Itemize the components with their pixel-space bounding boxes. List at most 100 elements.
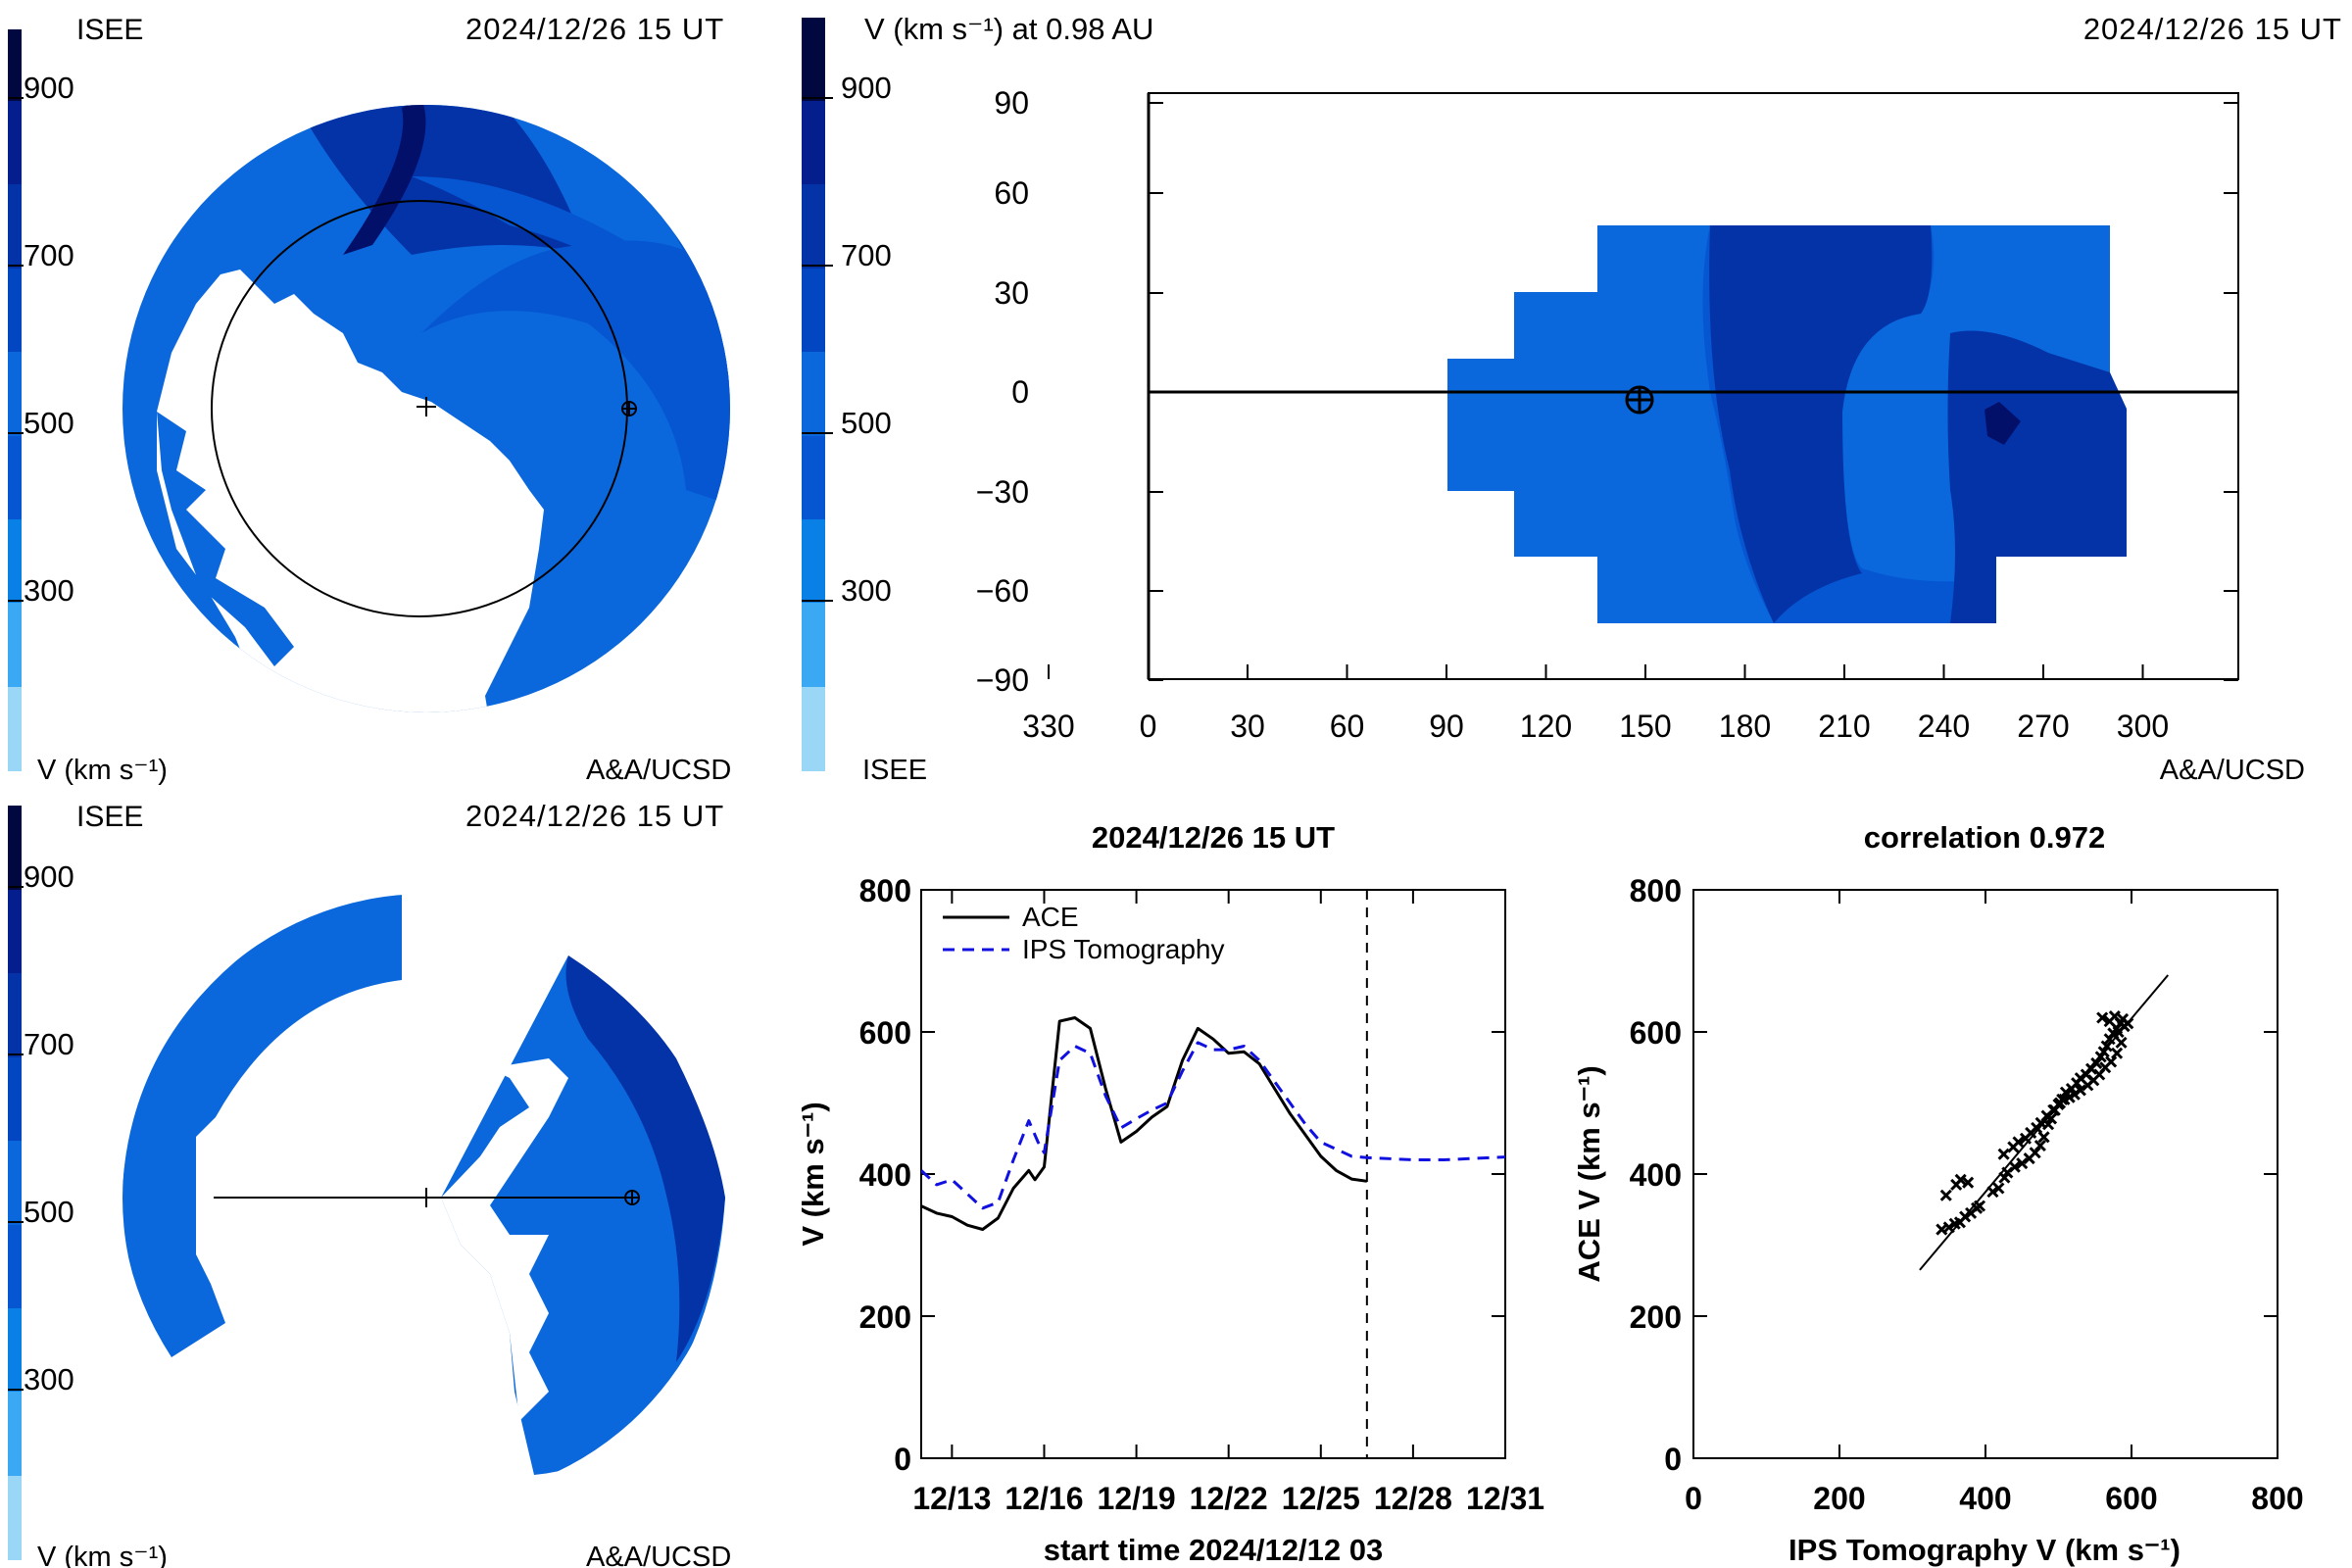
scatter-point bbox=[2100, 1040, 2113, 1053]
scatter-point-stroke bbox=[1997, 1148, 2010, 1160]
scatter-point bbox=[1986, 1186, 1999, 1199]
top-right-scale-tick-900: 900 bbox=[841, 71, 892, 105]
scatter-point-stroke bbox=[1954, 1173, 1967, 1186]
top-right-y-tick-label: −30 bbox=[976, 474, 1029, 510]
top-right-x-tick-label: 300 bbox=[2117, 709, 2169, 744]
top-right-y-ticks: 90 60 30 0 −30 −60 −90 bbox=[976, 85, 2238, 698]
top-left-credit: A&A/UCSD bbox=[586, 755, 731, 786]
scatter-x-tick-label: 0 bbox=[1685, 1481, 1702, 1516]
top-right-x-tick-label: 180 bbox=[1719, 709, 1771, 744]
bottom-left-tick-900: 900 bbox=[24, 859, 74, 894]
scatter-point-stroke bbox=[2037, 1131, 2050, 1144]
timeseries-y-tick-label: 0 bbox=[894, 1442, 911, 1477]
timeseries-y-tick-label: 600 bbox=[859, 1015, 911, 1051]
scatter-y-label: ACE V (km s⁻¹) bbox=[1572, 1065, 1606, 1282]
timeseries-x-tick-label: 12/19 bbox=[1098, 1481, 1176, 1516]
scatter-point-stroke bbox=[1973, 1200, 1986, 1212]
timeseries-y-tick-label: 200 bbox=[859, 1299, 911, 1335]
bottom-left-meridional-map bbox=[122, 894, 725, 1475]
scatter-point bbox=[2016, 1157, 2029, 1170]
scatter-point-stroke bbox=[1959, 1210, 1972, 1223]
top-right-x-ticks: 330 0 30 60 90 120 150 180 210 240 270 300 bbox=[1022, 664, 2169, 744]
top-left-tick-900: 900 bbox=[24, 71, 74, 105]
top-right-y-tick-label: 30 bbox=[994, 275, 1029, 311]
top-left-tick-300: 300 bbox=[24, 573, 74, 608]
scatter-point-stroke bbox=[2074, 1072, 2086, 1085]
scatter-x-tick-label: 400 bbox=[1959, 1481, 2011, 1516]
top-right-time: 2024/12/26 15 UT bbox=[2083, 12, 2342, 46]
scatter-point-stroke bbox=[1986, 1186, 1999, 1199]
bottom-left-time: 2024/12/26 15 UT bbox=[466, 799, 724, 833]
top-right-x-tick-label: 330 bbox=[1022, 709, 1074, 744]
scatter-point-stroke bbox=[2096, 1011, 2109, 1024]
scatter-point-stroke bbox=[2100, 1040, 2113, 1053]
timeseries-legend-ace: ACE bbox=[1022, 902, 1079, 932]
scatter-point bbox=[1939, 1189, 1952, 1201]
top-right-scale-tick-700: 700 bbox=[841, 238, 892, 272]
scatter-x-tick-label: 800 bbox=[2251, 1481, 2303, 1516]
timeseries-x-tick-label: 12/13 bbox=[912, 1481, 991, 1516]
timeseries-x-label: start time 2024/12/12 03 bbox=[1044, 1533, 1383, 1567]
scatter-point-stroke bbox=[2122, 1017, 2134, 1030]
top-right-x-tick-label: 210 bbox=[1818, 709, 1870, 744]
timeseries-plot-area bbox=[921, 890, 1505, 1458]
top-left-tick-700: 700 bbox=[24, 238, 74, 272]
timeseries-title: 2024/12/26 15 UT bbox=[1092, 820, 1335, 855]
scatter-point-stroke bbox=[2074, 1084, 2086, 1097]
timeseries-y-label: V (km s⁻¹) bbox=[796, 1102, 830, 1246]
top-right-x-tick-label: 60 bbox=[1330, 709, 1365, 744]
scatter-point bbox=[2108, 1009, 2121, 1023]
timeseries-y-tick-label: 400 bbox=[859, 1157, 911, 1193]
scatter-x-label: IPS Tomography V (km s⁻¹) bbox=[1788, 1533, 2180, 1567]
top-right-x-tick-label: 0 bbox=[1140, 709, 1157, 744]
scatter-point-stroke bbox=[1962, 1176, 1975, 1189]
top-right-scale-title: V (km s⁻¹) at 0.98 AU bbox=[864, 12, 1153, 46]
scatter-point bbox=[1973, 1200, 1986, 1212]
scatter-x-tick-label: 200 bbox=[1813, 1481, 1865, 1516]
timeseries-x-tick-label: 12/28 bbox=[1374, 1481, 1452, 1516]
scatter-frame bbox=[1692, 889, 2278, 1459]
scatter-y-tick-label: 200 bbox=[1630, 1299, 1682, 1335]
scatter-point bbox=[1954, 1173, 1967, 1186]
scatter-point-stroke bbox=[1939, 1189, 1952, 1201]
top-left-source: ISEE bbox=[76, 14, 143, 46]
scatter-ticks: 0 200 400 600 800 0 200 400 600 800 bbox=[1630, 873, 2304, 1516]
timeseries-y-tick-label: 800 bbox=[859, 873, 911, 908]
top-right-x-tick-label: 30 bbox=[1230, 709, 1265, 744]
top-left-polar-map bbox=[122, 105, 730, 712]
top-right-scale-tick-300: 300 bbox=[841, 573, 892, 608]
scatter-point-stroke bbox=[2034, 1139, 2046, 1152]
scatter-point bbox=[1962, 1176, 1975, 1189]
scatter-point bbox=[2105, 1055, 2118, 1068]
scatter-y-tick-label: 600 bbox=[1630, 1015, 1682, 1051]
timeseries-ace-line bbox=[921, 1016, 1368, 1231]
scatter-point bbox=[1997, 1148, 2010, 1160]
bottom-left-source: ISEE bbox=[76, 801, 143, 833]
timeseries-x-tick-label: 12/16 bbox=[1004, 1481, 1083, 1516]
scatter-point bbox=[1959, 1210, 1972, 1223]
top-right-credit: A&A/UCSD bbox=[2160, 755, 2305, 786]
bottom-left-tick-500: 500 bbox=[24, 1195, 74, 1229]
scatter-plot-area bbox=[1919, 974, 2170, 1271]
scatter-y-tick-label: 400 bbox=[1630, 1157, 1682, 1193]
scatter-point bbox=[2122, 1017, 2134, 1030]
timeseries-x-tick-label: 12/25 bbox=[1282, 1481, 1360, 1516]
scatter-point bbox=[2037, 1131, 2050, 1144]
scatter-point-stroke bbox=[2108, 1009, 2121, 1023]
top-right-x-tick-label: 90 bbox=[1429, 709, 1464, 744]
scatter-point bbox=[1992, 1182, 2005, 1195]
scatter-point-stroke bbox=[1936, 1223, 1948, 1236]
scatter-point bbox=[2115, 1036, 2128, 1049]
top-right-colorbar bbox=[802, 18, 833, 771]
top-right-x-tick-label: 150 bbox=[1619, 709, 1671, 744]
scatter-point bbox=[2074, 1084, 2086, 1097]
scatter-point-stroke bbox=[2105, 1055, 2118, 1068]
top-right-y-tick-label: 0 bbox=[1011, 374, 1029, 410]
scatter-point bbox=[2008, 1160, 2021, 1173]
bottom-left-tick-700: 700 bbox=[24, 1027, 74, 1061]
scatter-point-stroke bbox=[2016, 1157, 2029, 1170]
timeseries-ips-line bbox=[921, 1041, 1505, 1210]
bottom-left-tick-300: 300 bbox=[24, 1362, 74, 1396]
scatter-point bbox=[2096, 1011, 2109, 1024]
